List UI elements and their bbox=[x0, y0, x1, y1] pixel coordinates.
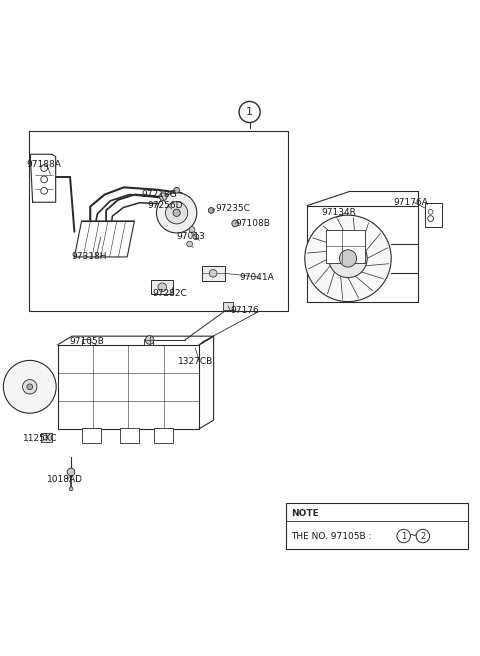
Text: 97041A: 97041A bbox=[239, 273, 274, 281]
Circle shape bbox=[209, 270, 217, 277]
Text: 97318H: 97318H bbox=[71, 253, 107, 262]
Circle shape bbox=[166, 201, 188, 224]
Text: 97188A: 97188A bbox=[26, 160, 61, 169]
Bar bbox=[425, 203, 442, 227]
Circle shape bbox=[187, 241, 192, 247]
Circle shape bbox=[339, 250, 357, 267]
Bar bbox=[202, 266, 225, 281]
Text: 97108B: 97108B bbox=[235, 219, 270, 228]
Circle shape bbox=[428, 209, 433, 215]
Circle shape bbox=[239, 102, 260, 123]
Text: ~: ~ bbox=[409, 531, 417, 541]
Text: 97256D: 97256D bbox=[148, 201, 183, 210]
Bar bbox=[286, 503, 468, 549]
Circle shape bbox=[3, 360, 56, 413]
Bar bbox=[82, 339, 90, 345]
Bar bbox=[41, 433, 52, 442]
Bar bbox=[326, 230, 365, 263]
Text: 97105B: 97105B bbox=[70, 337, 105, 346]
Circle shape bbox=[193, 234, 199, 239]
Circle shape bbox=[27, 384, 33, 390]
Circle shape bbox=[428, 216, 433, 222]
Text: 97218G: 97218G bbox=[142, 190, 177, 199]
Circle shape bbox=[174, 188, 180, 193]
Circle shape bbox=[23, 380, 37, 394]
Text: 1: 1 bbox=[246, 107, 253, 117]
Circle shape bbox=[189, 227, 195, 232]
Bar bbox=[29, 131, 288, 311]
Circle shape bbox=[158, 283, 167, 291]
Bar bbox=[223, 302, 233, 310]
Circle shape bbox=[67, 468, 75, 476]
Circle shape bbox=[305, 215, 391, 302]
Text: 97176: 97176 bbox=[230, 306, 259, 316]
Circle shape bbox=[232, 220, 239, 227]
Text: 1018AD: 1018AD bbox=[47, 475, 83, 483]
Circle shape bbox=[69, 487, 73, 491]
Text: NOTE: NOTE bbox=[291, 509, 319, 518]
Bar bbox=[82, 428, 101, 443]
Text: 1125KC: 1125KC bbox=[23, 434, 58, 443]
Circle shape bbox=[156, 193, 197, 233]
Text: 97013: 97013 bbox=[177, 232, 205, 241]
Text: 1327CB: 1327CB bbox=[178, 357, 213, 366]
Circle shape bbox=[41, 176, 48, 183]
Text: 97134R: 97134R bbox=[322, 209, 357, 217]
Bar bbox=[144, 339, 153, 345]
Bar bbox=[154, 428, 173, 443]
Text: 97282C: 97282C bbox=[153, 289, 187, 298]
Circle shape bbox=[208, 207, 214, 213]
Circle shape bbox=[329, 239, 367, 277]
Circle shape bbox=[416, 529, 430, 543]
Circle shape bbox=[41, 188, 48, 194]
Circle shape bbox=[145, 336, 154, 344]
Text: THE NO. 97105B :: THE NO. 97105B : bbox=[291, 531, 372, 541]
Circle shape bbox=[397, 529, 410, 543]
Text: 97176A: 97176A bbox=[394, 197, 429, 207]
Circle shape bbox=[159, 193, 167, 201]
Circle shape bbox=[41, 165, 48, 171]
Circle shape bbox=[173, 209, 180, 216]
Circle shape bbox=[43, 435, 48, 440]
Bar bbox=[120, 428, 139, 443]
Bar bbox=[151, 280, 173, 295]
Text: 97235C: 97235C bbox=[215, 205, 250, 213]
Bar bbox=[166, 218, 187, 227]
Text: 1: 1 bbox=[401, 531, 406, 541]
Text: 2: 2 bbox=[420, 531, 425, 541]
